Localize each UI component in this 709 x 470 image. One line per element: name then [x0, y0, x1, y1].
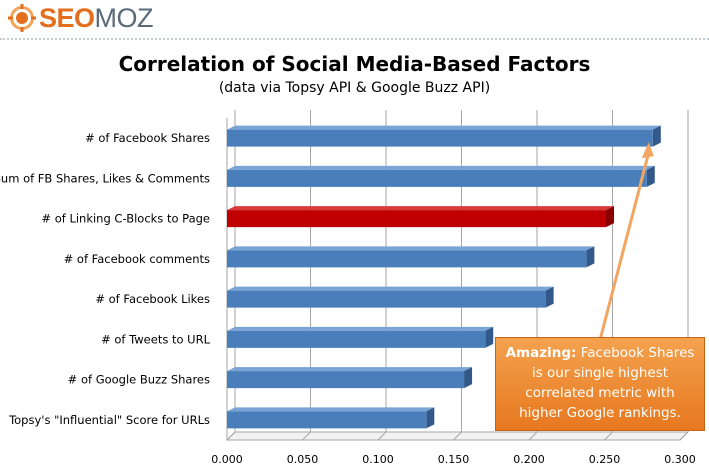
- x-tick-label: 0.150: [438, 453, 470, 466]
- category-label: # of Facebook comments: [64, 252, 210, 266]
- gridline-depth: [377, 431, 387, 441]
- bar-side: [464, 367, 473, 389]
- gridline-depth: [604, 431, 613, 441]
- bar-top: [227, 165, 655, 170]
- seomoz-logo: SEOMOZ: [8, 3, 154, 33]
- bar-side: [545, 286, 554, 308]
- bar-top: [227, 286, 554, 291]
- bar: [227, 210, 607, 228]
- callout-line-4: higher Google rankings.: [519, 405, 681, 421]
- gridline-depth: [302, 431, 311, 441]
- bar-top: [227, 367, 473, 372]
- bar-top: [227, 407, 435, 412]
- category-label: # of Google Buzz Shares: [68, 373, 210, 387]
- bar-side: [646, 165, 655, 187]
- x-tick-label: 0.300: [664, 453, 696, 466]
- x-tick-label: 0.100: [362, 453, 394, 466]
- bar: [227, 169, 647, 187]
- category-label: Topsy's "Influential" Score for URLs: [8, 413, 210, 427]
- bar: [227, 411, 427, 429]
- gridline-depth: [226, 431, 236, 441]
- category-label: # of Facebook Shares: [85, 131, 210, 145]
- category-label: # of Facebook Likes: [95, 292, 210, 306]
- callout-bold-text: Amazing:: [505, 345, 577, 361]
- bar-top: [227, 246, 595, 251]
- bar-side: [426, 407, 435, 429]
- header-divider: [0, 38, 709, 40]
- gridline-depth: [679, 431, 689, 441]
- category-label: # of Tweets to URL: [101, 332, 210, 346]
- gridline-depth: [528, 431, 538, 441]
- callout-arrowhead: [641, 142, 654, 159]
- logo-moz-text: MOZ: [94, 3, 154, 33]
- bar-side: [485, 326, 494, 348]
- x-tick-label: 0.000: [211, 453, 243, 466]
- bar: [227, 129, 653, 147]
- bar-side: [606, 206, 615, 228]
- bar-top: [227, 206, 615, 211]
- bar-top: [227, 125, 661, 130]
- bar-side: [586, 246, 595, 268]
- bar-top: [227, 326, 494, 331]
- callout-line-3: correlated metric with: [525, 385, 675, 401]
- logo-seo-text: SEO: [39, 3, 95, 33]
- category-label: Sum of FB Shares, Likes & Comments: [0, 171, 210, 185]
- x-tick-label: 0.200: [513, 453, 545, 466]
- bar-side: [652, 125, 661, 147]
- x-tick-label: 0.250: [589, 453, 621, 466]
- bar: [227, 290, 546, 308]
- callout-line-2: is our single highest: [531, 365, 669, 381]
- gear-logo-icon: [8, 4, 36, 32]
- callout-box: Amazing: Facebook Shares is our single h…: [495, 337, 705, 431]
- bar: [227, 371, 465, 389]
- chart-subtitle: (data via Topsy API & Google Buzz API): [218, 80, 491, 96]
- category-label: # of Linking C-Blocks to Page: [41, 212, 210, 226]
- x-tick-label: 0.050: [287, 453, 319, 466]
- chart-title: Correlation of Social Media-Based Factor…: [118, 52, 591, 76]
- callout-arrow-shaft: [598, 151, 651, 341]
- bar: [227, 330, 486, 348]
- gridline-depth: [453, 431, 462, 441]
- bar: [227, 250, 587, 268]
- callout-line-1: Facebook Shares: [580, 345, 695, 361]
